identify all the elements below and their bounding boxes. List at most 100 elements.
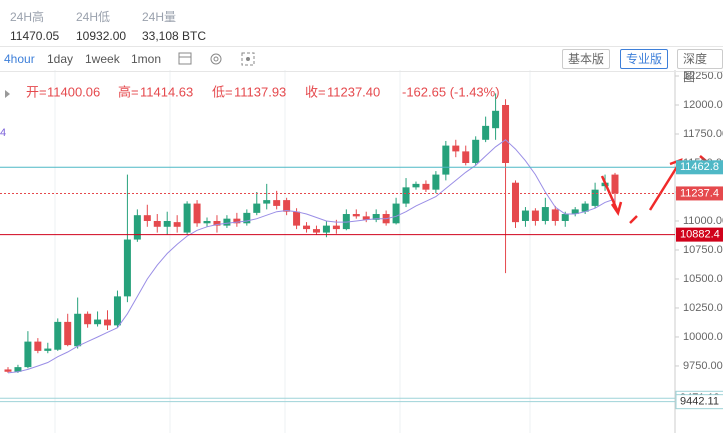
candle-body — [581, 203, 589, 212]
candle-body — [551, 209, 559, 221]
candle-body — [452, 145, 460, 152]
candle-body — [44, 348, 52, 351]
candle-body — [492, 110, 500, 129]
candle-body — [372, 214, 380, 220]
ohlc-change: -162.65 (-1.43%) — [402, 84, 500, 99]
price-tag — [676, 186, 723, 201]
ohlc-close-label: 收= — [305, 84, 326, 99]
candle-body — [14, 367, 22, 372]
candle-body — [153, 220, 161, 227]
candle-body — [293, 211, 301, 226]
stat-label: 24H低 — [76, 10, 111, 24]
candle-body — [113, 296, 121, 326]
candle-body — [422, 183, 430, 190]
candle-body — [511, 182, 519, 223]
candle-body — [322, 225, 330, 233]
candle-body — [213, 220, 221, 226]
y-tick-label: 9750.00 — [683, 360, 723, 372]
period[interactable]: 4hour — [4, 52, 35, 66]
candle-body — [223, 218, 231, 226]
stat: 24H高 11470.05 — [10, 8, 59, 43]
candle-body — [531, 210, 539, 221]
candle-body — [54, 321, 62, 350]
candle-body — [462, 151, 470, 163]
candle-body — [472, 139, 480, 163]
candle-body — [123, 239, 131, 297]
candle-body — [4, 369, 12, 372]
candle-body — [183, 203, 191, 233]
stat-value: 11470.05 — [10, 29, 60, 43]
stat-value: 10932.00 — [76, 29, 127, 43]
candle-body — [571, 209, 579, 215]
view-button[interactable]: 深度图 — [677, 49, 723, 84]
candle-body — [233, 218, 241, 224]
candle-body — [263, 200, 271, 204]
price-tag-label: 11237.4 — [680, 187, 719, 199]
candle-body — [502, 104, 510, 163]
candle-body — [94, 319, 102, 325]
price-tag — [676, 160, 723, 175]
candle-body — [34, 341, 42, 351]
candle-body — [482, 125, 490, 140]
y-tick-label: 12250.00 — [683, 70, 723, 82]
candle-body — [591, 189, 599, 206]
price-tag — [676, 227, 723, 242]
candle-body — [611, 174, 619, 194]
candle-body — [133, 215, 141, 240]
ohlc-high-label: 高= — [118, 84, 139, 99]
candle-body — [303, 225, 311, 230]
stat: 24H低 10932.00 — [76, 8, 126, 43]
candle-body — [143, 215, 151, 221]
candle-body — [392, 203, 400, 224]
price-tag-label: 9442.11 — [680, 396, 719, 408]
y-tick-label: 11000.00 — [683, 215, 723, 227]
candle-body — [541, 207, 549, 221]
candle-body — [163, 220, 171, 227]
candle-body — [442, 145, 450, 175]
ohlc-close: 11237.40 — [327, 84, 380, 99]
candle-body — [312, 229, 320, 233]
candle-body — [84, 313, 92, 325]
period[interactable]: 1week — [85, 52, 120, 66]
candle-body — [332, 225, 340, 230]
stat-label: 24H高 — [10, 10, 45, 24]
candle-body — [104, 319, 112, 326]
candle-body — [273, 200, 281, 206]
price-tag — [675, 394, 723, 410]
period[interactable]: 1mon — [131, 52, 162, 66]
ohlc-low: 11137.93 — [234, 84, 286, 99]
candle-body — [432, 174, 440, 190]
header: 24H高 11470.05 24H低 10932.00 24H量 33,108 BTC — [0, 0, 723, 44]
candle-body — [412, 183, 420, 188]
candle-body — [173, 222, 181, 227]
y-tick-label: 12000.00 — [683, 99, 723, 111]
view-button[interactable]: 基本版 — [562, 49, 611, 69]
candle-body — [203, 220, 211, 224]
ohlc-open-label: 开= — [26, 84, 47, 99]
period[interactable]: 1day — [47, 52, 74, 66]
candle-body — [74, 313, 82, 347]
ohlc-high: 11414.63 — [140, 84, 193, 99]
candle-body — [283, 200, 291, 212]
candle-body — [193, 203, 201, 224]
candle-body — [352, 214, 360, 217]
collapse-icon[interactable] — [5, 90, 10, 98]
y-tick-label: 10750.00 — [683, 244, 723, 256]
moving-average — [7, 139, 616, 374]
view-button[interactable]: 专业版 — [620, 49, 669, 69]
candle-body — [64, 321, 72, 346]
y-tick-label: 10500.00 — [683, 273, 723, 285]
candle-body — [24, 341, 32, 368]
v-grid — [54, 70, 531, 433]
toolbar: 4hour 1day 1week 1mon 基本版 专业版 深度图 — [0, 46, 723, 84]
price-tag-label: 10882.4 — [680, 229, 720, 241]
ohlc-open: 11400.06 — [47, 84, 100, 99]
y-tick-label: 10250.00 — [683, 302, 723, 314]
candle-body — [253, 203, 261, 213]
candle-body — [561, 214, 569, 221]
tool-icons[interactable] — [176, 51, 266, 67]
y-tick-label: 10000.00 — [683, 331, 723, 343]
candle-body — [402, 187, 410, 204]
side-label: 4 — [0, 127, 6, 139]
